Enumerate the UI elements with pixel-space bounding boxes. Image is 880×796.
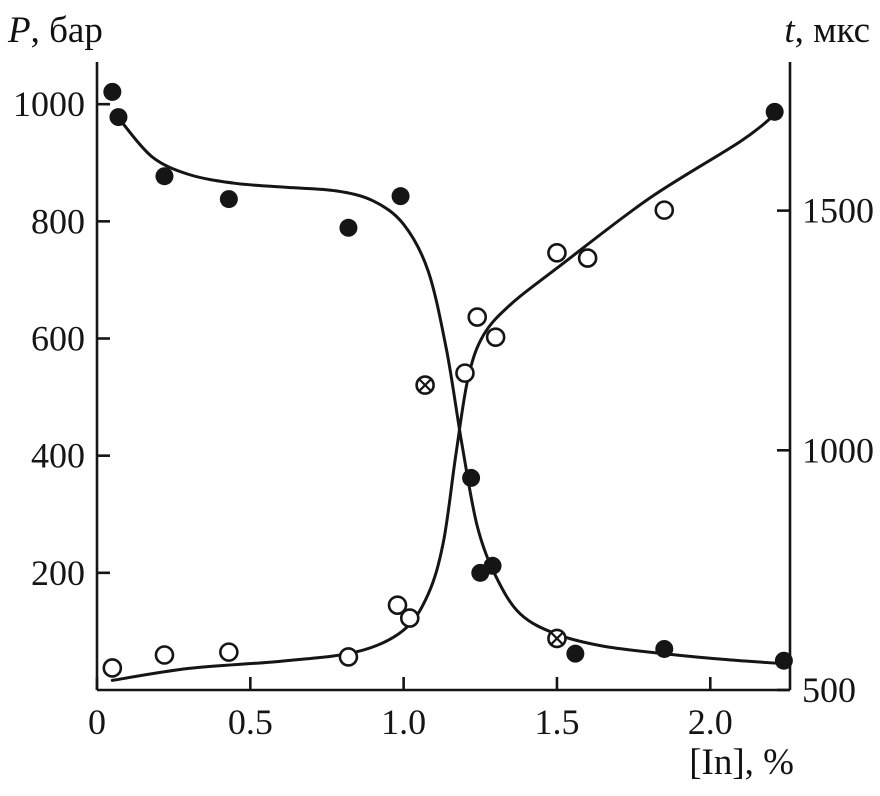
delay-time-t-open-circles-open-point <box>485 327 506 347</box>
pressure-P-filled-circles-filled-point <box>462 468 481 487</box>
delay-time-t-open-circles-open-point <box>102 658 123 678</box>
pressure-P-filled-circles-filled-point <box>483 556 502 575</box>
delay-time-t-open-circles-open-point <box>455 363 475 383</box>
right-axis-variable: t <box>784 10 795 51</box>
t-trend-curve <box>110 113 777 682</box>
right-axis-unit: , мкс <box>794 10 870 51</box>
y-left-tick-label: 800 <box>31 201 85 241</box>
cross-mark <box>418 378 432 392</box>
x-tick-label: 2.0 <box>688 702 733 742</box>
y-left-tick-label: 400 <box>31 436 85 476</box>
y-right-tick-label: 500 <box>802 670 856 710</box>
delay-time-t-open-circles-open-point <box>547 242 567 263</box>
left-axis-title: P, бар <box>8 12 103 49</box>
pressure-P-filled-circles-filled-point <box>103 82 122 101</box>
pressure-P-filled-circles-filled-point <box>339 218 358 237</box>
x-tick-label: 0.5 <box>228 702 273 742</box>
x-tick-label: 1.0 <box>381 702 426 742</box>
delay-time-t-open-circles-open-point <box>399 608 420 628</box>
delay-time-t-open-circles-open-point <box>338 647 359 667</box>
right-axis-title: t, мкс <box>784 12 870 49</box>
left-axis-unit: , бар <box>30 10 103 51</box>
x-tick-label: 0 <box>88 702 106 742</box>
pressure-P-filled-circles-filled-point <box>774 651 793 670</box>
delay-time-t-open-circles-filled-point <box>765 102 784 121</box>
pressure-P-filled-circles-filled-point <box>109 108 128 127</box>
P-trend-curve <box>120 120 786 666</box>
delay-time-t-open-circles-open-point <box>154 645 175 665</box>
y-left-tick-label: 1000 <box>13 84 85 124</box>
pressure-P-filled-circles-filled-point <box>655 639 674 658</box>
delay-time-t-open-circles-open-point <box>654 200 675 220</box>
y-right-tick-label: 1500 <box>802 191 874 231</box>
delay-time-t-open-circles-open-point <box>577 248 598 268</box>
y-left-tick-label: 200 <box>31 553 85 593</box>
delay-time-t-open-circles-open-point <box>387 595 408 615</box>
pressure-P-filled-circles-filled-point <box>155 167 174 186</box>
pressure-P-filled-circles-filled-point <box>219 190 238 209</box>
pressure-P-filled-circles-filled-point <box>391 187 410 206</box>
y-left-tick-label: 600 <box>31 319 85 359</box>
left-axis-variable: P <box>8 10 31 51</box>
pressure-P-filled-circles-filled-point <box>566 644 585 663</box>
delay-time-t-open-circles-open-point <box>219 642 239 662</box>
x-tick-label: 1.5 <box>534 702 579 742</box>
cross-mark <box>550 632 564 645</box>
delay-time-t-open-circles-open-point <box>467 307 488 327</box>
y-right-tick-label: 1000 <box>802 430 874 470</box>
x-axis-title: [In], % <box>689 742 794 783</box>
